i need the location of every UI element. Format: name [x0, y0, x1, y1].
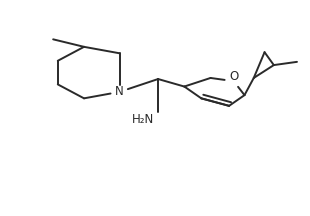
- Text: O: O: [229, 70, 238, 83]
- Text: N: N: [115, 85, 124, 98]
- Text: H₂N: H₂N: [132, 113, 154, 126]
